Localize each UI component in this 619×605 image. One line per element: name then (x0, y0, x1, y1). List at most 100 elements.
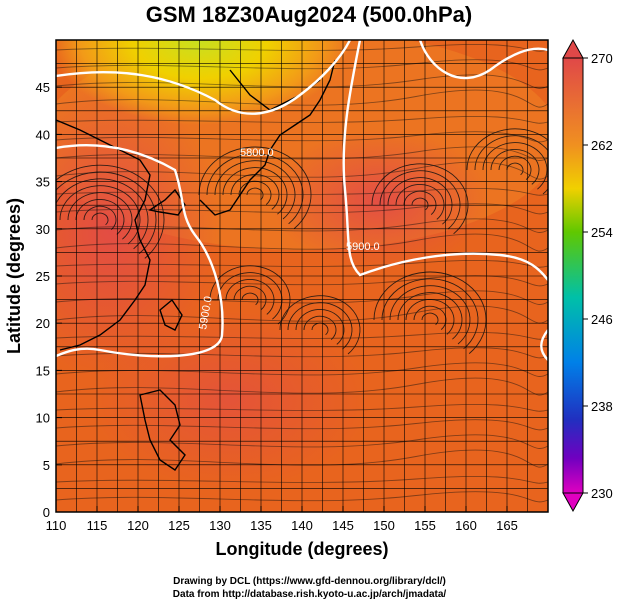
coastline-japan (199, 59, 336, 216)
contour-east-edge (540, 329, 548, 361)
y-axis-label: Latitude (degrees) (4, 198, 24, 354)
y-axis-ticks: 0 5 10 15 20 25 30 35 40 45 (36, 80, 62, 520)
coastline-korea (148, 188, 186, 216)
streamline-swirl (395, 184, 445, 220)
streamline-swirl (214, 160, 296, 220)
streamline-swirl (75, 199, 125, 235)
coastline-china (56, 119, 151, 351)
map-field: 5800.0 5900.0 5900.0 (56, 40, 548, 512)
x-axis-ticks: 110 115 120 125 130 135 140 145 150 155 160 165 (46, 506, 518, 533)
colorbar-tick-label: 254 (591, 225, 613, 240)
y-tick-label: 40 (36, 127, 50, 142)
y-tick-label: 45 (36, 80, 50, 95)
streamline-swirl (411, 197, 429, 211)
y-tick-label: 15 (36, 363, 50, 378)
streamline-swirl (405, 299, 455, 335)
y-tick-label: 35 (36, 175, 50, 190)
streamline-swirl (287, 302, 353, 350)
streamline-swirl (403, 190, 437, 215)
streamline-flow (56, 332, 548, 340)
y-tick-label: 0 (43, 505, 50, 520)
colorbar-top-arrow (562, 38, 584, 59)
streamline-flow (56, 404, 548, 412)
x-axis-label: Longitude (degrees) (215, 539, 388, 559)
streamline-swirl (217, 272, 283, 320)
chart-title: GSM 18Z30Aug2024 (500.0hPa) (146, 2, 472, 27)
x-tick-label: 115 (87, 518, 108, 533)
streamline-swirl (371, 163, 469, 235)
contour-5900-northeast (418, 40, 548, 80)
coastline-taiwan (159, 298, 183, 331)
streamline-swirl (56, 178, 149, 250)
x-tick-label: 125 (168, 518, 190, 533)
streamline-swirl (373, 271, 487, 354)
streamline-swirl (67, 192, 133, 240)
grid-lines (56, 40, 548, 512)
streamline-swirl (466, 128, 548, 171)
streamline-swirl (230, 174, 280, 210)
streamline-swirl (225, 279, 275, 315)
colorbar-ticks: 270 262 254 246 238 230 (583, 51, 613, 501)
streamline-swirl (56, 164, 165, 259)
streamline-swirl (379, 170, 461, 230)
colorbar-bottom-arrow (562, 492, 584, 513)
streamline-swirl (246, 187, 264, 201)
contour-label-5800: 5800.0 (240, 147, 274, 159)
x-tick-label: 110 (46, 518, 67, 533)
credit-data-source: Data from http://database.rish.kyoto-u.a… (172, 589, 447, 600)
x-tick-label: 160 (455, 518, 477, 533)
cool-region-north (56, 40, 350, 125)
colorbar-tick-label: 246 (591, 312, 613, 327)
streamline-swirl (387, 177, 453, 225)
streamline-swirl (381, 278, 479, 350)
x-tick-label: 145 (332, 518, 354, 533)
streamline-swirl (490, 149, 540, 185)
streamline-swirl (222, 167, 288, 215)
streamline-swirl (83, 205, 117, 230)
streamline-swirl (56, 171, 157, 254)
colorbar-scale (562, 57, 584, 494)
contour-5800-north (56, 40, 352, 115)
x-tick-label: 150 (373, 518, 395, 533)
streamline-swirl (498, 155, 532, 180)
colorbar-tick-label: 262 (591, 138, 613, 153)
streamline-flow (56, 116, 548, 124)
x-tick-label: 130 (209, 518, 231, 533)
streamline-swirl (279, 295, 361, 355)
coastline-philippines (139, 389, 186, 471)
contour-5900-central (342, 40, 548, 281)
colorbar: 270 262 254 246 238 230 (562, 38, 613, 513)
x-tick-label: 155 (414, 518, 436, 533)
credit-dcl: Drawing by DCL (https://www.gfd-dennou.o… (173, 576, 446, 587)
colorbar-tick-label: 230 (591, 486, 613, 501)
x-tick-label: 140 (291, 518, 313, 533)
streamline-swirl (474, 135, 548, 195)
streamline-swirl (506, 162, 524, 176)
streamline-swirl (397, 292, 463, 340)
y-tick-label: 30 (36, 222, 50, 237)
colorbar-tick-label: 270 (591, 51, 613, 66)
y-tick-label: 20 (36, 316, 50, 331)
streamline-swirl (421, 312, 439, 326)
x-tick-label: 165 (496, 518, 518, 533)
y-tick-label: 10 (36, 411, 50, 426)
streamline-swirl (59, 185, 141, 245)
streamline-swirl (198, 146, 312, 229)
contour-label-5900-vertical: 5900.0 (197, 295, 215, 330)
colorbar-tick-label: 238 (591, 399, 613, 414)
streamline-swirl (91, 212, 109, 226)
height-contours (56, 40, 548, 361)
streamline-flow (56, 188, 548, 196)
y-tick-label: 25 (36, 269, 50, 284)
contour-5800-west (56, 144, 224, 358)
streamline-swirl (311, 322, 329, 336)
contour-label-5900: 5900.0 (346, 241, 380, 253)
warm-region-south (90, 310, 370, 490)
streamline-flow (56, 476, 548, 484)
streamline-swirl (241, 292, 259, 306)
x-tick-label: 135 (250, 518, 272, 533)
x-tick-label: 120 (127, 518, 149, 533)
y-tick-label: 5 (43, 458, 50, 473)
streamline-swirl (233, 285, 267, 310)
